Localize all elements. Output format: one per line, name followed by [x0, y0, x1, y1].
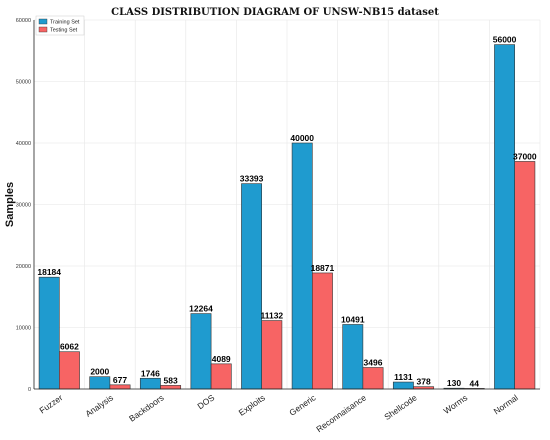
data-label: 3496: [364, 357, 383, 367]
x-tick-label: Shellcode: [382, 392, 419, 422]
data-label: 10491: [341, 314, 365, 324]
bar-training: [89, 376, 111, 390]
x-tick-label: Analysis: [83, 392, 115, 418]
legend-label: Training Set: [50, 20, 80, 26]
bar-testing: [109, 384, 131, 390]
x-tick-label: Worms: [442, 392, 470, 416]
bar-training: [38, 276, 60, 390]
x-tick-label: Backdoors: [127, 392, 166, 423]
x-tick-label: DOS: [195, 392, 216, 411]
bar-training: [494, 44, 515, 390]
legend: Training Set Testing Set: [35, 15, 85, 36]
bar-testing: [58, 351, 80, 390]
data-label: 1746: [141, 368, 160, 378]
data-label: 11132: [260, 311, 283, 321]
data-labels: 18184 6062 2000 677 1746 583 12264 4089 33393 111…: [37, 35, 537, 389]
data-label: 18871: [311, 263, 335, 273]
grid-lines: [33, 19, 541, 390]
data-label: 4089: [212, 354, 231, 364]
x-tick-label: Normal: [492, 392, 520, 416]
data-label: 40000: [290, 133, 314, 143]
bar-testing: [362, 367, 384, 390]
data-label: 12264: [189, 304, 213, 314]
bar-training: [342, 324, 364, 390]
y-tick-label: 50000: [16, 80, 31, 86]
bar-testing: [311, 272, 333, 390]
y-tick-label: 60000: [16, 18, 31, 24]
x-tick-label: Generic: [287, 392, 318, 418]
bar-training: [392, 381, 414, 390]
x-tick-label: Fuzzer: [37, 392, 64, 415]
data-label: 130: [447, 378, 461, 388]
y-tick-label: 40000: [16, 141, 31, 147]
data-label: 677: [113, 375, 127, 385]
y-tick-label: 10000: [16, 326, 31, 332]
bar-training: [190, 313, 212, 390]
bars: [38, 44, 536, 390]
data-label: 1131: [394, 372, 413, 382]
data-label: 583: [164, 375, 178, 385]
x-tick-label: Reconnaisance: [314, 392, 368, 434]
bar-training: [291, 142, 313, 390]
data-label: 6062: [60, 342, 79, 352]
bar-training: [241, 183, 263, 390]
x-axis-ticks: Fuzzer Analysis Backdoors DOS Exploits Generi…: [37, 392, 520, 434]
data-label: 33393: [240, 174, 264, 184]
y-tick-label: 30000: [16, 203, 31, 209]
legend-swatch: [38, 26, 48, 33]
bar-testing: [210, 363, 232, 390]
data-label: 2000: [90, 367, 109, 377]
data-label: 18184: [37, 267, 61, 277]
data-label: 378: [417, 377, 431, 387]
bar-testing: [514, 161, 536, 390]
y-axis-label: Samples: [4, 182, 16, 227]
data-label: 37000: [513, 151, 537, 161]
legend-box: [35, 15, 85, 36]
bar-testing: [160, 385, 182, 390]
y-tick-label: 20000: [16, 264, 31, 270]
axes: [33, 20, 540, 390]
bar-testing: [261, 320, 283, 390]
legend-swatch: [38, 18, 48, 25]
legend-label: Testing Set: [50, 28, 78, 34]
x-tick-label: Exploits: [237, 392, 267, 417]
data-label: 44: [469, 378, 479, 388]
y-tick-label: 0: [28, 387, 31, 393]
data-label: 56000: [493, 35, 517, 45]
bar-training: [139, 377, 161, 390]
chart-title: CLASS DISTRIBUTION DIAGRAM OF UNSW-NB15 …: [111, 7, 439, 18]
y-axis-ticks: 0 10000 20000 30000 40000 50000 60000: [16, 18, 31, 393]
